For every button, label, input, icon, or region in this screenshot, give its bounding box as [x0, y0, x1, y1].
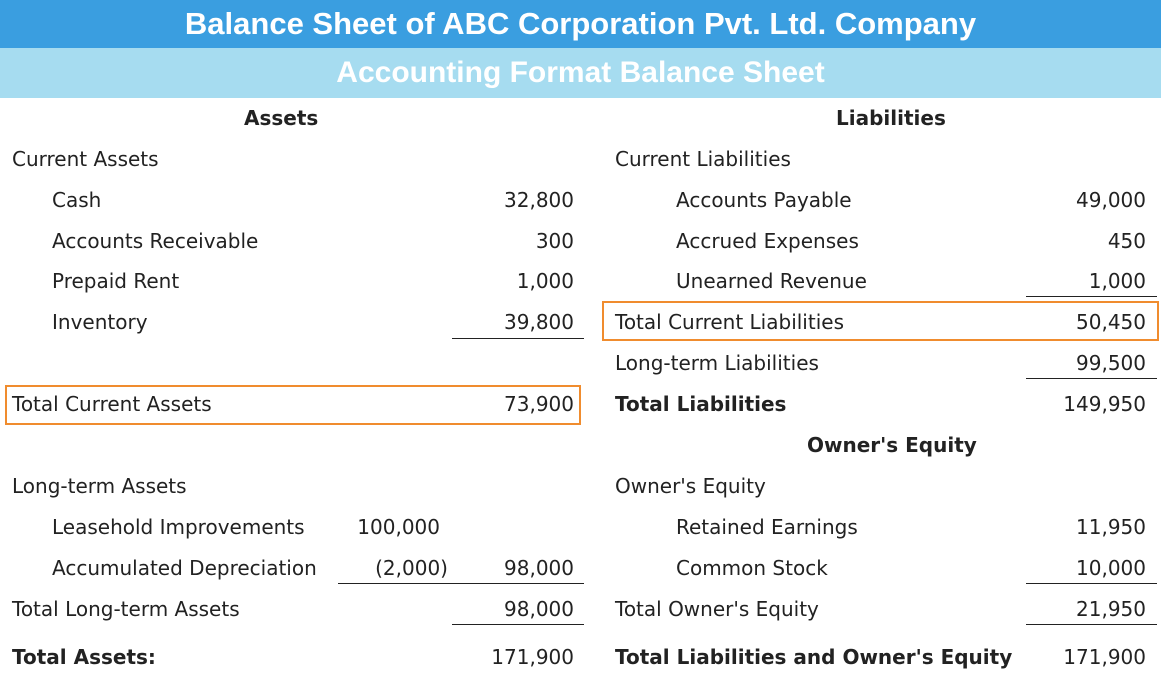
retained-earnings-label: Retained Earnings: [676, 515, 858, 539]
total-liabilities-value: 149,950: [1063, 392, 1146, 416]
current-assets-heading: Current Assets: [12, 147, 159, 171]
current-liabilities-heading: Current Liabilities: [615, 147, 791, 171]
inventory-label: Inventory: [52, 310, 148, 334]
accounts-payable-label: Accounts Payable: [676, 188, 852, 212]
assets-heading: Assets: [244, 106, 319, 130]
prepaid-rent-value: 1,000: [516, 269, 574, 293]
total-current-assets-value: 73,900: [504, 392, 574, 416]
total-assets-value: 171,900: [491, 645, 574, 669]
accrued-expenses-label: Accrued Expenses: [676, 229, 859, 253]
total-longterm-assets-label: Total Long-term Assets: [12, 597, 240, 621]
retained-earnings-value: 11,950: [1076, 515, 1146, 539]
page-title: Balance Sheet of ABC Corporation Pvt. Lt…: [0, 0, 1161, 48]
page-subtitle: Accounting Format Balance Sheet: [0, 48, 1161, 98]
total-owners-equity-underline: [1026, 624, 1157, 625]
total-current-liabilities-label: Total Current Liabilities: [615, 310, 844, 334]
accounts-payable-value: 49,000: [1076, 188, 1146, 212]
common-stock-label: Common Stock: [676, 556, 828, 580]
total-current-liabilities-highlight: [602, 301, 1159, 341]
total-assets-label: Total Assets:: [12, 645, 156, 669]
total-liabilities-equity-value: 171,900: [1063, 645, 1146, 669]
owners-equity-heading: Owner's Equity: [807, 433, 977, 457]
leasehold-label: Leasehold Improvements: [52, 515, 305, 539]
common-stock-value: 10,000: [1076, 556, 1146, 580]
total-owners-equity-label: Total Owner's Equity: [615, 597, 819, 621]
depreciation-value: (2,000): [375, 556, 448, 580]
cash-label: Cash: [52, 188, 102, 212]
leasehold-value: 100,000: [357, 515, 440, 539]
total-liabilities-label: Total Liabilities: [615, 392, 787, 416]
owners-equity-subheading: Owner's Equity: [615, 474, 766, 498]
total-liabilities-equity-label: Total Liabilities and Owner's Equity: [615, 645, 1013, 669]
depreciation-underline: [338, 583, 584, 584]
accounts-receivable-label: Accounts Receivable: [52, 229, 259, 253]
unearned-revenue-underline: [1026, 296, 1157, 297]
depreciation-label: Accumulated Depreciation: [52, 556, 317, 580]
inventory-underline: [452, 338, 584, 339]
total-longterm-underline: [452, 624, 584, 625]
unearned-revenue-label: Unearned Revenue: [676, 269, 867, 293]
longterm-liabilities-underline: [1026, 378, 1157, 379]
accrued-expenses-value: 450: [1107, 229, 1146, 253]
accounts-receivable-value: 300: [535, 229, 574, 253]
common-stock-underline: [1026, 583, 1157, 584]
cash-value: 32,800: [504, 188, 574, 212]
total-current-assets-highlight: [5, 385, 581, 425]
liabilities-heading: Liabilities: [836, 106, 946, 130]
inventory-value: 39,800: [504, 310, 574, 334]
total-owners-equity-value: 21,950: [1076, 597, 1146, 621]
total-current-assets-label: Total Current Assets: [12, 392, 212, 416]
total-current-liabilities-value: 50,450: [1076, 310, 1146, 334]
longterm-assets-heading: Long-term Assets: [12, 474, 187, 498]
depreciation-net-value: 98,000: [504, 556, 574, 580]
total-longterm-assets-value: 98,000: [504, 597, 574, 621]
longterm-liabilities-value: 99,500: [1076, 351, 1146, 375]
unearned-revenue-value: 1,000: [1088, 269, 1146, 293]
longterm-liabilities-label: Long-term Liabilities: [615, 351, 819, 375]
prepaid-rent-label: Prepaid Rent: [52, 269, 180, 293]
